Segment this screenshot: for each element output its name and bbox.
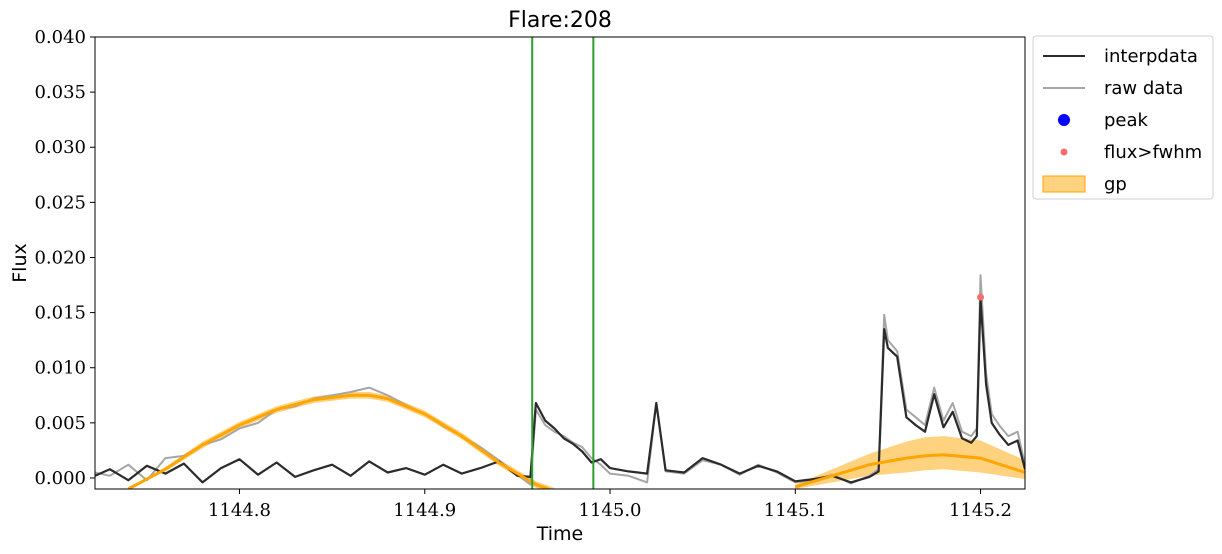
y-tick-label: 0.000	[34, 468, 86, 489]
legend-label: peak	[1104, 110, 1149, 131]
legend: interpdata raw data peak flux>fwhm gp	[1032, 35, 1214, 200]
gp-mean-line-1	[794, 453, 1025, 489]
chart-title: Flare:208	[508, 8, 612, 33]
gp-mean-line-0	[127, 393, 553, 489]
y-tick-label: 0.015	[34, 303, 86, 324]
legend-swatch	[1058, 114, 1070, 126]
x-tick-label: 1144.9	[393, 500, 456, 521]
legend-label: flux>fwhm	[1104, 142, 1202, 163]
y-axis-label: Flux	[9, 243, 31, 283]
plot-frame	[94, 36, 1026, 490]
data-layer	[95, 37, 1025, 489]
y-tick-label: 0.030	[34, 137, 86, 158]
x-tick-label: 1145.0	[579, 500, 642, 521]
y-tick-label: 0.010	[34, 358, 86, 379]
x-tick-label: 1145.2	[949, 500, 1012, 521]
y-tick-label: 0.005	[34, 413, 86, 434]
y-tick-label: 0.025	[34, 192, 86, 213]
interpdata-line	[95, 297, 1025, 484]
flux-fwhm-marker	[977, 293, 985, 301]
x-axis: 1144.8 1144.9 1145.0 1145.1 1145.2	[208, 489, 1012, 521]
legend-label: gp	[1104, 174, 1127, 195]
legend-swatch	[1060, 148, 1068, 156]
legend-label: interpdata	[1104, 46, 1198, 67]
x-tick-label: 1144.8	[208, 500, 271, 521]
legend-frame	[1032, 35, 1214, 200]
x-axis-label: Time	[536, 523, 584, 545]
x-tick-label: 1145.1	[764, 500, 827, 521]
gp-band-1	[795, 436, 1025, 489]
y-tick-label: 0.040	[34, 27, 86, 48]
y-axis: 0.000 0.005 0.010 0.015 0.020 0.025 0.030 0.035…	[34, 27, 95, 489]
y-tick-label: 0.035	[34, 82, 86, 103]
y-tick-label: 0.020	[34, 247, 86, 268]
legend-label: raw data	[1104, 78, 1183, 99]
legend-swatch	[1042, 175, 1086, 193]
gp-band-0	[128, 392, 555, 489]
